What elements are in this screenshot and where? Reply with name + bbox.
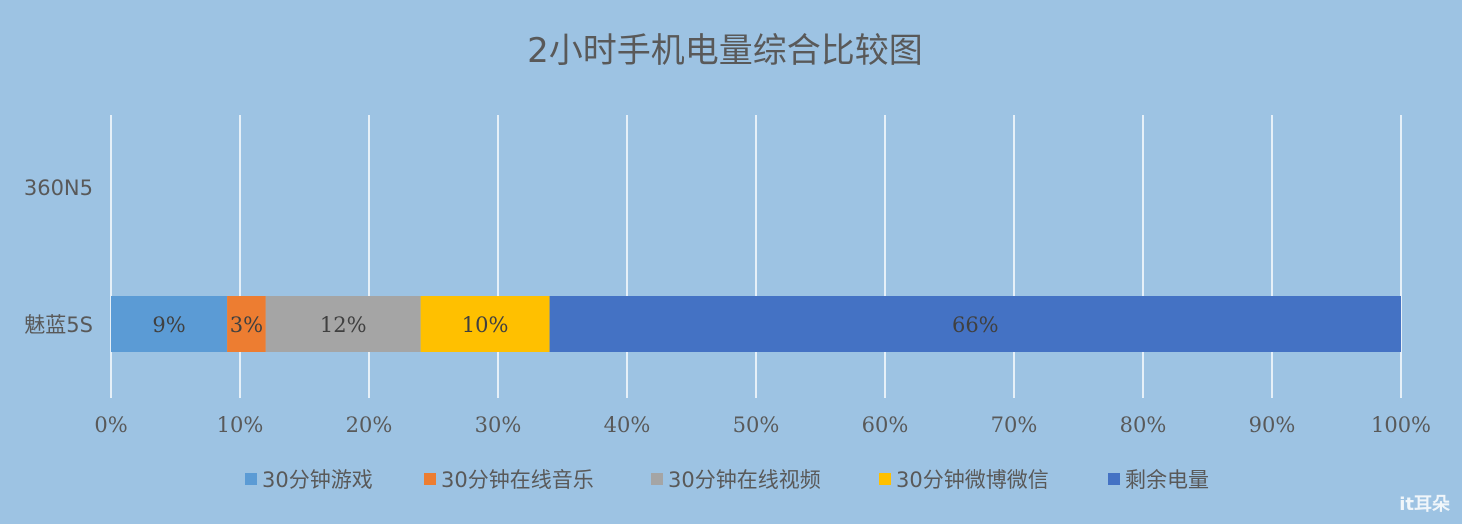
watermark: it耳朵 [1399, 494, 1450, 515]
data-label: 66% [952, 313, 999, 337]
legend-swatch [651, 473, 663, 485]
bar-segment [420, 296, 550, 352]
legend-label: 30分钟在线音乐 [441, 468, 594, 492]
x-tick-label: 100% [1371, 413, 1431, 437]
y-axis-labels: 360N5 魅蓝5S [24, 176, 93, 337]
legend-swatch [1108, 473, 1120, 485]
legend-swatch [245, 473, 257, 485]
x-tick-label: 50% [733, 413, 780, 437]
legend: 30分钟游戏 30分钟在线音乐 30分钟在线视频 30分钟微博微信 剩余电量 [245, 468, 1209, 492]
bar-segment [111, 296, 228, 352]
gridlines [110, 115, 1402, 398]
data-label: 9% [152, 313, 185, 337]
x-tick-label: 0% [94, 413, 127, 437]
x-tick-label: 40% [604, 413, 651, 437]
x-tick-label: 90% [1249, 413, 1296, 437]
bar-segment [227, 296, 266, 352]
data-label: 3% [230, 313, 263, 337]
legend-swatch [424, 473, 436, 485]
chart-title: 2小时手机电量综合比较图 [527, 31, 923, 71]
legend-swatch [879, 473, 891, 485]
x-tick-label: 30% [475, 413, 522, 437]
data-label: 12% [320, 313, 367, 337]
x-tick-label: 70% [991, 413, 1038, 437]
x-tick-label: 80% [1120, 413, 1167, 437]
y-category-label: 魅蓝5S [24, 313, 93, 337]
legend-label: 剩余电量 [1125, 468, 1209, 492]
bars: 9% 3% 12% 10% 66% [111, 296, 1401, 352]
bar-segment [549, 296, 1401, 352]
data-label: 10% [462, 313, 509, 337]
x-tick-label: 10% [217, 413, 264, 437]
x-axis-labels: 0% 10% 20% 30% 40% 50% 60% 70% 80% 90% 100% [94, 413, 1431, 437]
y-category-label: 360N5 [24, 176, 93, 200]
bar-segment [265, 296, 421, 352]
x-tick-label: 20% [346, 413, 393, 437]
legend-label: 30分钟在线视频 [668, 468, 821, 492]
legend-label: 30分钟游戏 [262, 468, 373, 492]
legend-label: 30分钟微博微信 [896, 468, 1049, 492]
x-tick-label: 60% [862, 413, 909, 437]
